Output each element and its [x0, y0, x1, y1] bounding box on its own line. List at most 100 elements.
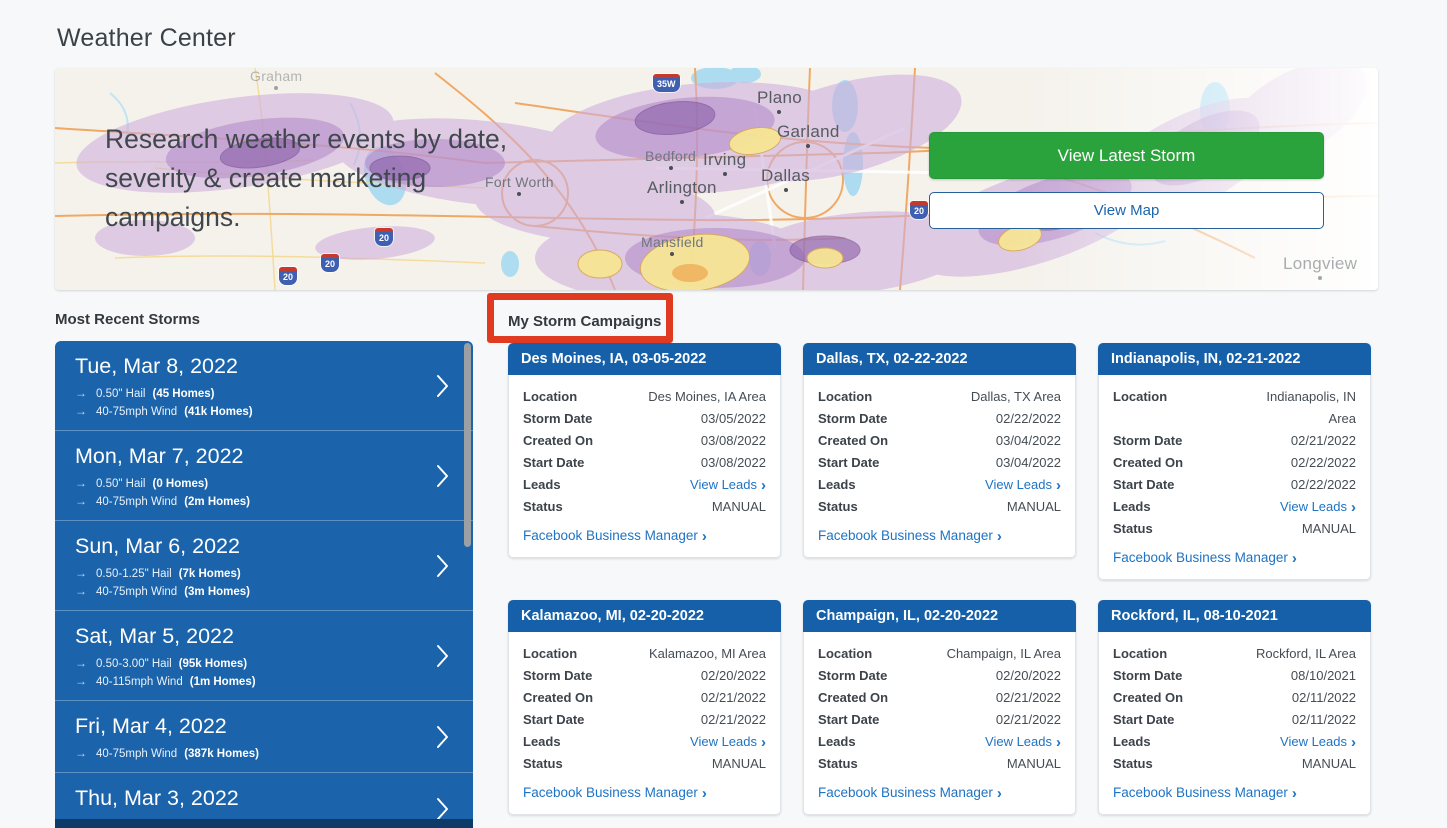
facebook-business-manager-link[interactable]: Facebook Business Manager › [523, 785, 707, 802]
campaign-created-on: 02/22/2022 [1290, 455, 1356, 470]
campaign-card: Rockford, IL, 08-10-2021 Location Rockfor… [1098, 600, 1371, 815]
my-storm-campaigns-heading: My Storm Campaigns [508, 313, 662, 330]
arrow-right-icon: → [75, 656, 87, 670]
view-map-button[interactable]: View Map [929, 192, 1324, 229]
interstate-shield-icon: 20 [375, 228, 394, 246]
campaign-created-on: 03/08/2022 [700, 433, 766, 448]
view-leads-link[interactable]: View Leads › [690, 734, 766, 751]
campaign-location: Indianapolis, IN Area [1266, 389, 1356, 426]
hero-banner: Graham Plano Garland Bedford Irving Dallas For… [55, 68, 1378, 290]
campaign-storm-date: 02/20/2022 [700, 668, 766, 683]
storm-date: Sun, Mar 6, 2022 [75, 534, 240, 558]
storm-list-item[interactable]: Tue, Mar 8, 2022 → 0.50" Hail (45 Homes)… [55, 341, 473, 430]
campaign-location: Rockford, IL Area [1256, 646, 1356, 661]
facebook-business-manager-link[interactable]: Facebook Business Manager › [1113, 550, 1297, 567]
campaign-status: MANUAL [1006, 756, 1061, 771]
chevron-right-icon: › [761, 477, 766, 494]
storm-list-item[interactable]: Sat, Mar 5, 2022 → 0.50-3.00" Hail (95k … [55, 610, 473, 700]
campaign-location: Champaign, IL Area [946, 646, 1061, 661]
campaign-card-title: Rockford, IL, 08-10-2021 [1098, 600, 1371, 632]
chevron-right-icon: › [701, 528, 707, 545]
campaign-location: Des Moines, IA Area [648, 389, 766, 404]
storm-date: Sat, Mar 5, 2022 [75, 624, 234, 648]
arrow-right-icon: → [75, 566, 87, 580]
chevron-right-icon [436, 464, 449, 488]
campaign-status: MANUAL [1006, 499, 1061, 514]
campaign-card: Champaign, IL, 02-20-2022 Location Champa… [803, 600, 1076, 815]
storm-list-item[interactable]: Sun, Mar 6, 2022 → 0.50-1.25" Hail (7k H… [55, 520, 473, 610]
campaign-status: MANUAL [711, 499, 766, 514]
campaign-start-date: 02/11/2022 [1291, 712, 1356, 727]
chevron-right-icon: › [996, 528, 1002, 545]
campaign-created-on: 03/04/2022 [995, 433, 1061, 448]
hero-buttons: View Latest Storm View Map [929, 132, 1324, 229]
campaign-card: Des Moines, IA, 03-05-2022 Location Des M… [508, 343, 781, 558]
my-storm-campaigns-section: My Storm Campaigns Des Moines, IA, 03-05… [487, 293, 1374, 815]
chevron-right-icon: › [1351, 734, 1356, 751]
storm-list-item[interactable]: Mon, Mar 7, 2022 → 0.50" Hail (0 Homes) … [55, 430, 473, 520]
facebook-business-manager-link[interactable]: Facebook Business Manager › [1113, 785, 1297, 802]
view-leads-link[interactable]: View Leads › [985, 734, 1061, 751]
chevron-right-icon [436, 374, 449, 398]
chevron-right-icon: › [1056, 477, 1061, 494]
arrow-right-icon: → [75, 386, 87, 400]
storm-stat-line: → 0.50" Hail (0 Homes) [75, 476, 209, 490]
arrow-right-icon: → [75, 404, 87, 418]
chevron-right-icon: › [701, 785, 707, 802]
most-recent-storms-section: Most Recent Storms Tue, Mar 8, 2022 → 0.… [55, 311, 473, 828]
campaign-card-title: Indianapolis, IN, 02-21-2022 [1098, 343, 1371, 375]
view-leads-link[interactable]: View Leads › [985, 477, 1061, 494]
campaign-created-on: 02/21/2022 [995, 690, 1061, 705]
arrow-right-icon: → [75, 476, 87, 490]
facebook-business-manager-link[interactable]: Facebook Business Manager › [818, 785, 1002, 802]
campaign-status: MANUAL [1301, 756, 1356, 771]
campaign-start-date: 03/04/2022 [995, 455, 1061, 470]
storm-stat-line: → 40-75mph Wind (2m Homes) [75, 494, 251, 508]
campaign-card-grid: Des Moines, IA, 03-05-2022 Location Des M… [508, 343, 1371, 815]
campaign-start-date: 02/21/2022 [700, 712, 766, 727]
campaign-storm-date: 02/21/2022 [1290, 433, 1356, 448]
facebook-business-manager-link[interactable]: Facebook Business Manager › [523, 528, 707, 545]
facebook-business-manager-link[interactable]: Facebook Business Manager › [818, 528, 1002, 545]
arrow-right-icon: → [75, 584, 87, 598]
campaign-storm-date: 02/20/2022 [995, 668, 1061, 683]
storm-list-item[interactable]: Fri, Mar 4, 2022 → 40-75mph Wind (387k H… [55, 700, 473, 772]
interstate-shield-icon: 20 [279, 267, 298, 285]
campaign-start-date: 02/22/2022 [1290, 477, 1356, 492]
arrow-right-icon: → [75, 494, 87, 508]
storm-stat-line: → 0.50-3.00" Hail (95k Homes) [75, 656, 248, 670]
campaign-card-title: Dallas, TX, 02-22-2022 [803, 343, 1076, 375]
chevron-right-icon: › [1056, 734, 1061, 751]
storm-stat-line: → 40-75mph Wind (387k Homes) [75, 746, 259, 760]
storm-list: Tue, Mar 8, 2022 → 0.50" Hail (45 Homes)… [55, 341, 473, 828]
interstate-shield-icon: 20 [910, 201, 929, 219]
storm-stat-line: → 40-75mph Wind (41k Homes) [75, 404, 253, 418]
storm-stat-line: → 0.50" Hail (45 Homes) [75, 386, 215, 400]
campaign-card: Dallas, TX, 02-22-2022 Location Dallas, T… [803, 343, 1076, 558]
storm-date: Thu, Mar 3, 2022 [75, 786, 239, 810]
campaign-storm-date: 02/22/2022 [995, 411, 1061, 426]
campaign-card-title: Des Moines, IA, 03-05-2022 [508, 343, 781, 375]
chevron-right-icon: › [996, 785, 1002, 802]
campaign-created-on: 02/11/2022 [1291, 690, 1356, 705]
view-leads-link[interactable]: View Leads › [690, 477, 766, 494]
chevron-right-icon: › [761, 734, 766, 751]
campaign-storm-date: 08/10/2021 [1290, 668, 1356, 683]
campaign-card-title: Kalamazoo, MI, 02-20-2022 [508, 600, 781, 632]
view-leads-link[interactable]: View Leads › [1280, 734, 1356, 751]
view-latest-storm-button[interactable]: View Latest Storm [929, 132, 1324, 179]
storm-date: Fri, Mar 4, 2022 [75, 714, 227, 738]
storm-stat-line: → 40-115mph Wind (1m Homes) [75, 674, 256, 688]
storm-list-scrollbar[interactable] [464, 343, 471, 547]
campaign-start-date: 03/08/2022 [700, 455, 766, 470]
storm-stat-line: → 40-75mph Wind (3m Homes) [75, 584, 251, 598]
view-leads-link[interactable]: View Leads › [1280, 499, 1356, 516]
campaign-start-date: 02/21/2022 [995, 712, 1061, 727]
campaign-card-title: Champaign, IL, 02-20-2022 [803, 600, 1076, 632]
storm-date: Tue, Mar 8, 2022 [75, 354, 238, 378]
campaign-created-on: 02/21/2022 [700, 690, 766, 705]
most-recent-storms-heading: Most Recent Storms [55, 311, 201, 328]
chevron-right-icon [436, 554, 449, 578]
chevron-right-icon [436, 797, 449, 821]
arrow-right-icon: → [75, 674, 87, 688]
